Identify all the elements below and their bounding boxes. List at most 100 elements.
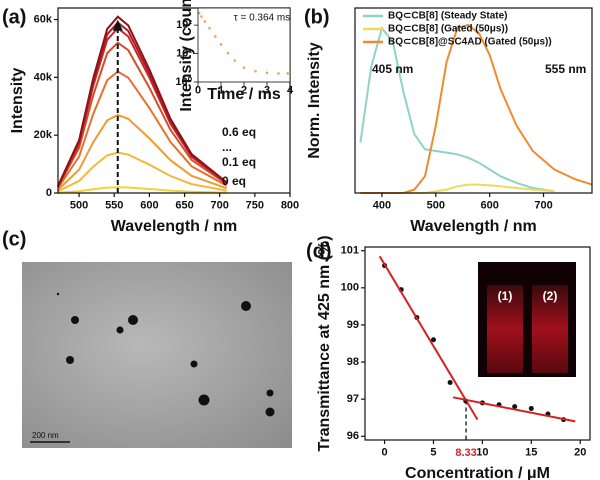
y-axis-label: Transmittance at 425 nm (%)	[316, 235, 333, 451]
line	[57, 41, 228, 188]
x-axis-label: Concentration / μM	[405, 465, 550, 480]
x-tick-label: 3	[264, 85, 270, 97]
panel-label: (d)	[306, 240, 332, 262]
y-tick-label: 10⁰	[175, 76, 192, 88]
annotation: ...	[222, 140, 232, 154]
y-tick-label: 100	[341, 282, 359, 294]
plot-area	[378, 255, 576, 423]
point	[197, 11, 201, 15]
line	[57, 151, 227, 193]
x-tick-label: 500	[427, 200, 445, 212]
plot-area	[197, 11, 290, 75]
point	[226, 51, 230, 55]
y-tick-label: 60k	[34, 13, 53, 25]
panel-label: (b)	[304, 6, 330, 28]
y-tick-label: 10²	[176, 19, 192, 31]
annotation: 0.1 eq	[222, 155, 256, 169]
y-axis-label: Intensity (counts)	[178, 0, 195, 112]
x-axis-label: Wavelength / nm	[111, 218, 238, 235]
x-tick-label: 650	[175, 200, 193, 212]
plot-area	[359, 23, 593, 194]
legend-label: BQ⊂CB[8] (Steady State)	[388, 11, 508, 22]
y-tick-label: 98	[347, 356, 359, 368]
y-tick-label: 10¹	[176, 47, 192, 59]
x-tick-label: 5	[430, 447, 436, 459]
panel-label: (a)	[2, 6, 26, 28]
x-tick-label: 600	[140, 200, 158, 212]
y-tick-label: 96	[347, 430, 359, 442]
tem-background	[22, 262, 292, 448]
y-tick-label: 101	[341, 245, 359, 257]
inset-background	[198, 8, 290, 82]
x-axis-label: Time / ms	[207, 86, 281, 103]
frame	[354, 7, 593, 194]
cuvette	[487, 285, 523, 373]
point	[447, 379, 453, 385]
legend-label: BQ⊂CB[8]@SC4AD (Gated (50μs))	[388, 37, 552, 48]
point	[200, 15, 203, 18]
point	[265, 71, 269, 75]
x-tick-label: 600	[480, 200, 498, 212]
x-tick-label: 400	[373, 200, 391, 212]
particles	[56, 292, 275, 417]
annotation: 555 nm	[545, 62, 586, 76]
line	[57, 15, 228, 187]
y-tick-label: 97	[347, 393, 359, 405]
point	[242, 66, 246, 69]
point	[430, 337, 436, 343]
x-tick-label: 1	[218, 85, 224, 97]
x-tick-label: 2	[241, 85, 247, 97]
inset-title: τ = 0.364 ms	[234, 13, 290, 24]
tem-image: 200 nm	[22, 262, 292, 448]
plot-area	[57, 15, 228, 194]
line	[378, 255, 479, 421]
line	[57, 70, 228, 189]
arrow-head	[112, 19, 123, 31]
y-tick-label: 40k	[34, 71, 53, 83]
line	[57, 186, 227, 194]
point	[254, 69, 257, 73]
y-tick-label: 0	[46, 187, 52, 199]
point	[213, 35, 217, 38]
point	[512, 404, 518, 410]
y-tick-label: 99	[347, 319, 359, 331]
point	[219, 43, 223, 46]
point	[277, 72, 280, 75]
point	[233, 59, 237, 62]
scale-bar-label: 200 nm	[32, 431, 59, 440]
x-tick-label: 0	[195, 85, 201, 97]
legend-label: BQ⊂CB[8] (Gated (50μs))	[388, 24, 508, 35]
x-tick-label: 0	[382, 447, 388, 459]
point	[208, 26, 211, 30]
frame	[364, 246, 591, 441]
x-tick-label: 500	[70, 200, 88, 212]
line	[359, 26, 555, 193]
annotation: 0.6 eq	[222, 125, 256, 139]
y-axis-label: Norm. Intensity	[306, 42, 323, 159]
line	[452, 396, 576, 423]
photo-label: (1)	[498, 289, 513, 303]
x-tick-label: 550	[105, 200, 123, 212]
photo-label: (2)	[543, 289, 558, 303]
point	[203, 20, 207, 23]
annotation: 0 eq	[222, 174, 246, 188]
x-tick-label: 700	[211, 200, 229, 212]
x-axis-label: Wavelength / nm	[410, 218, 537, 235]
x-tick-label: 800	[281, 200, 299, 212]
frame	[57, 7, 291, 194]
x-tick-label: 10	[476, 447, 488, 459]
panel-label: (c)	[2, 228, 26, 250]
annotation: 405 nm	[372, 62, 413, 76]
x-tick-label: 20	[574, 447, 586, 459]
x-tick-label: 750	[246, 200, 264, 212]
cuvette-photo: (1) (2)	[478, 262, 576, 377]
point	[286, 72, 290, 75]
y-axis-label: Intensity	[9, 68, 26, 134]
x-tick-label: 15	[525, 447, 537, 459]
x-tick-label: 4	[287, 85, 294, 97]
line	[57, 113, 228, 191]
cuvette	[532, 285, 568, 373]
y-tick-label: 20k	[34, 129, 53, 141]
x-tick-label: 700	[534, 200, 552, 212]
